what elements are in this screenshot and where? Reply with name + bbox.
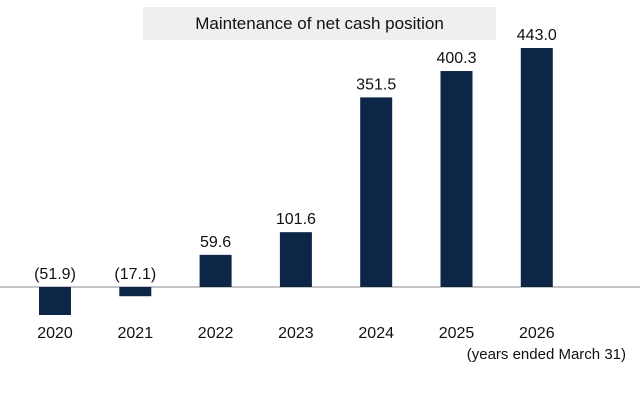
data-label-2026: 443.0 [517,27,557,44]
x-tick-label-2020: 2020 [37,325,73,342]
bar-2024 [360,97,393,287]
x-tick-label-2023: 2023 [278,325,314,342]
x-tick-label-2024: 2024 [358,325,394,342]
x-tick-label-2021: 2021 [118,325,154,342]
bar-2020 [39,287,71,316]
bar-2023 [279,232,312,287]
data-label-2024: 351.5 [356,76,396,93]
x-tick-label-2022: 2022 [198,325,234,342]
data-label-2025: 400.3 [436,50,476,67]
x-tick-label-2026: 2026 [519,325,555,342]
data-label-2020: (51.9) [34,266,76,283]
chart-title: Maintenance of net cash position [143,7,496,40]
x-tick-label-2025: 2025 [439,325,475,342]
data-label-2023: 101.6 [276,211,316,228]
bar-2026 [520,48,553,287]
data-label-2021: (17.1) [114,266,156,283]
x-axis-note: (years ended March 31) [466,346,626,363]
bar-2025 [440,71,473,287]
bar-2022 [199,254,232,287]
bar-2021 [119,287,152,297]
data-label-2022: 59.6 [200,234,231,251]
chart-title-text: Maintenance of net cash position [195,13,444,33]
